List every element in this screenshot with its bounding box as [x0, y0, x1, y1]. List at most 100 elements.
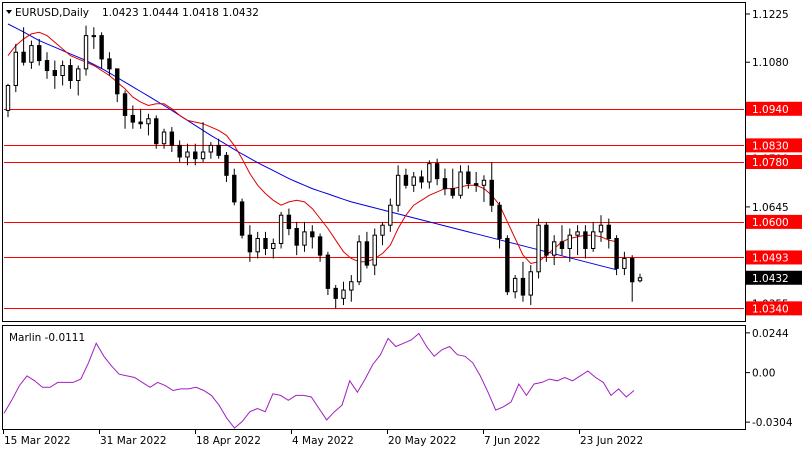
- candle-body-up: [60, 65, 65, 77]
- candle-body-down: [583, 231, 588, 249]
- candle: [208, 142, 214, 159]
- candle-body-down: [21, 51, 26, 63]
- candle-body-up: [83, 35, 89, 70]
- candle: [551, 235, 557, 266]
- level-price-label: 1.0940: [752, 104, 789, 116]
- candle: [520, 261, 526, 302]
- candle-body-up: [512, 277, 518, 293]
- candle: [325, 251, 331, 296]
- candle-body-down: [520, 277, 526, 296]
- candle: [76, 65, 81, 96]
- candle-body-down: [294, 228, 299, 246]
- collapse-triangle-icon[interactable]: [6, 10, 12, 14]
- candle: [224, 152, 229, 182]
- candle: [154, 115, 159, 149]
- candle-body-up: [185, 151, 190, 158]
- candle: [622, 251, 627, 276]
- candle-body-down: [68, 65, 73, 82]
- candle: [512, 275, 518, 299]
- candle: [403, 168, 409, 189]
- candle-body-up: [481, 179, 487, 186]
- candle: [536, 218, 541, 279]
- candle: [419, 170, 424, 189]
- candle-body-down: [263, 238, 268, 249]
- chart-title: EURUSD,Daily: [15, 7, 89, 19]
- price-axis: 1.12251.10801.09351.07901.06451.05001.03…: [746, 9, 802, 316]
- candle: [83, 25, 89, 76]
- candle-body-down: [442, 178, 448, 190]
- candle: [239, 198, 245, 239]
- level-price-box: [746, 101, 802, 116]
- candle-body-down: [497, 204, 502, 240]
- candle-body-down: [505, 238, 510, 293]
- candle-body-up: [637, 277, 643, 282]
- candle: [200, 122, 206, 162]
- candle: [21, 27, 26, 66]
- candle: [434, 158, 440, 186]
- candle: [489, 162, 494, 212]
- candle: [107, 52, 112, 76]
- candle: [286, 208, 292, 236]
- candle: [372, 228, 377, 276]
- candle-body-down: [216, 144, 221, 156]
- candle: [52, 60, 58, 89]
- level-price-label: 1.0780: [752, 157, 789, 169]
- candle: [629, 255, 635, 302]
- candle: [575, 225, 580, 256]
- candle: [255, 231, 260, 259]
- candle-body-up: [278, 214, 284, 244]
- candle-body-down: [450, 188, 455, 196]
- candle-body-up: [598, 224, 604, 233]
- candle-body-up: [146, 118, 151, 125]
- candle-body-up: [91, 35, 97, 38]
- candle: [567, 228, 572, 262]
- candle: [341, 281, 346, 306]
- candle-body-down: [107, 58, 112, 70]
- candle-body-down: [177, 144, 182, 158]
- level-price-label: 1.0830: [752, 140, 789, 152]
- y-tick-label: 1.1225: [752, 9, 789, 21]
- candle: [583, 225, 588, 259]
- candle: [44, 52, 50, 79]
- candle-body-down: [403, 174, 409, 186]
- candle: [216, 138, 221, 159]
- candle: [130, 105, 136, 129]
- candle-body-down: [606, 224, 611, 240]
- candle: [466, 165, 471, 189]
- candle: [544, 221, 549, 262]
- candle-body-down: [122, 93, 128, 116]
- candle-body-up: [411, 176, 416, 186]
- candle-body-down: [310, 231, 315, 238]
- candle-body-down: [434, 163, 440, 180]
- candle: [68, 58, 73, 89]
- candle-body-down: [193, 151, 198, 160]
- candle: [185, 143, 190, 166]
- candle-body-up: [349, 281, 354, 291]
- candle-body-down: [169, 131, 175, 146]
- marlin-indicator: [3, 332, 635, 429]
- candle-body-up: [76, 68, 81, 82]
- candle-body-down: [232, 174, 237, 203]
- candle-body-up: [13, 51, 19, 86]
- candle-body-up: [5, 84, 11, 111]
- candle-body-up: [622, 257, 627, 269]
- candle: [13, 43, 19, 93]
- indicator-title: Marlin -0.0111: [9, 332, 85, 344]
- candle: [271, 238, 276, 259]
- candle: [333, 285, 338, 309]
- candle-body-down: [37, 45, 42, 62]
- level-price-box: [746, 301, 802, 316]
- candle: [317, 233, 323, 262]
- candle: [380, 221, 385, 246]
- candle: [614, 235, 619, 276]
- current-price-label: 1.0432: [752, 273, 789, 285]
- candle: [115, 68, 120, 103]
- candle-body-down: [466, 171, 471, 185]
- candle-body-up: [271, 242, 276, 249]
- candle: [450, 168, 455, 199]
- candle: [177, 140, 182, 162]
- candle-body-up: [255, 238, 260, 253]
- candle: [60, 60, 65, 86]
- candle-body-up: [458, 171, 463, 196]
